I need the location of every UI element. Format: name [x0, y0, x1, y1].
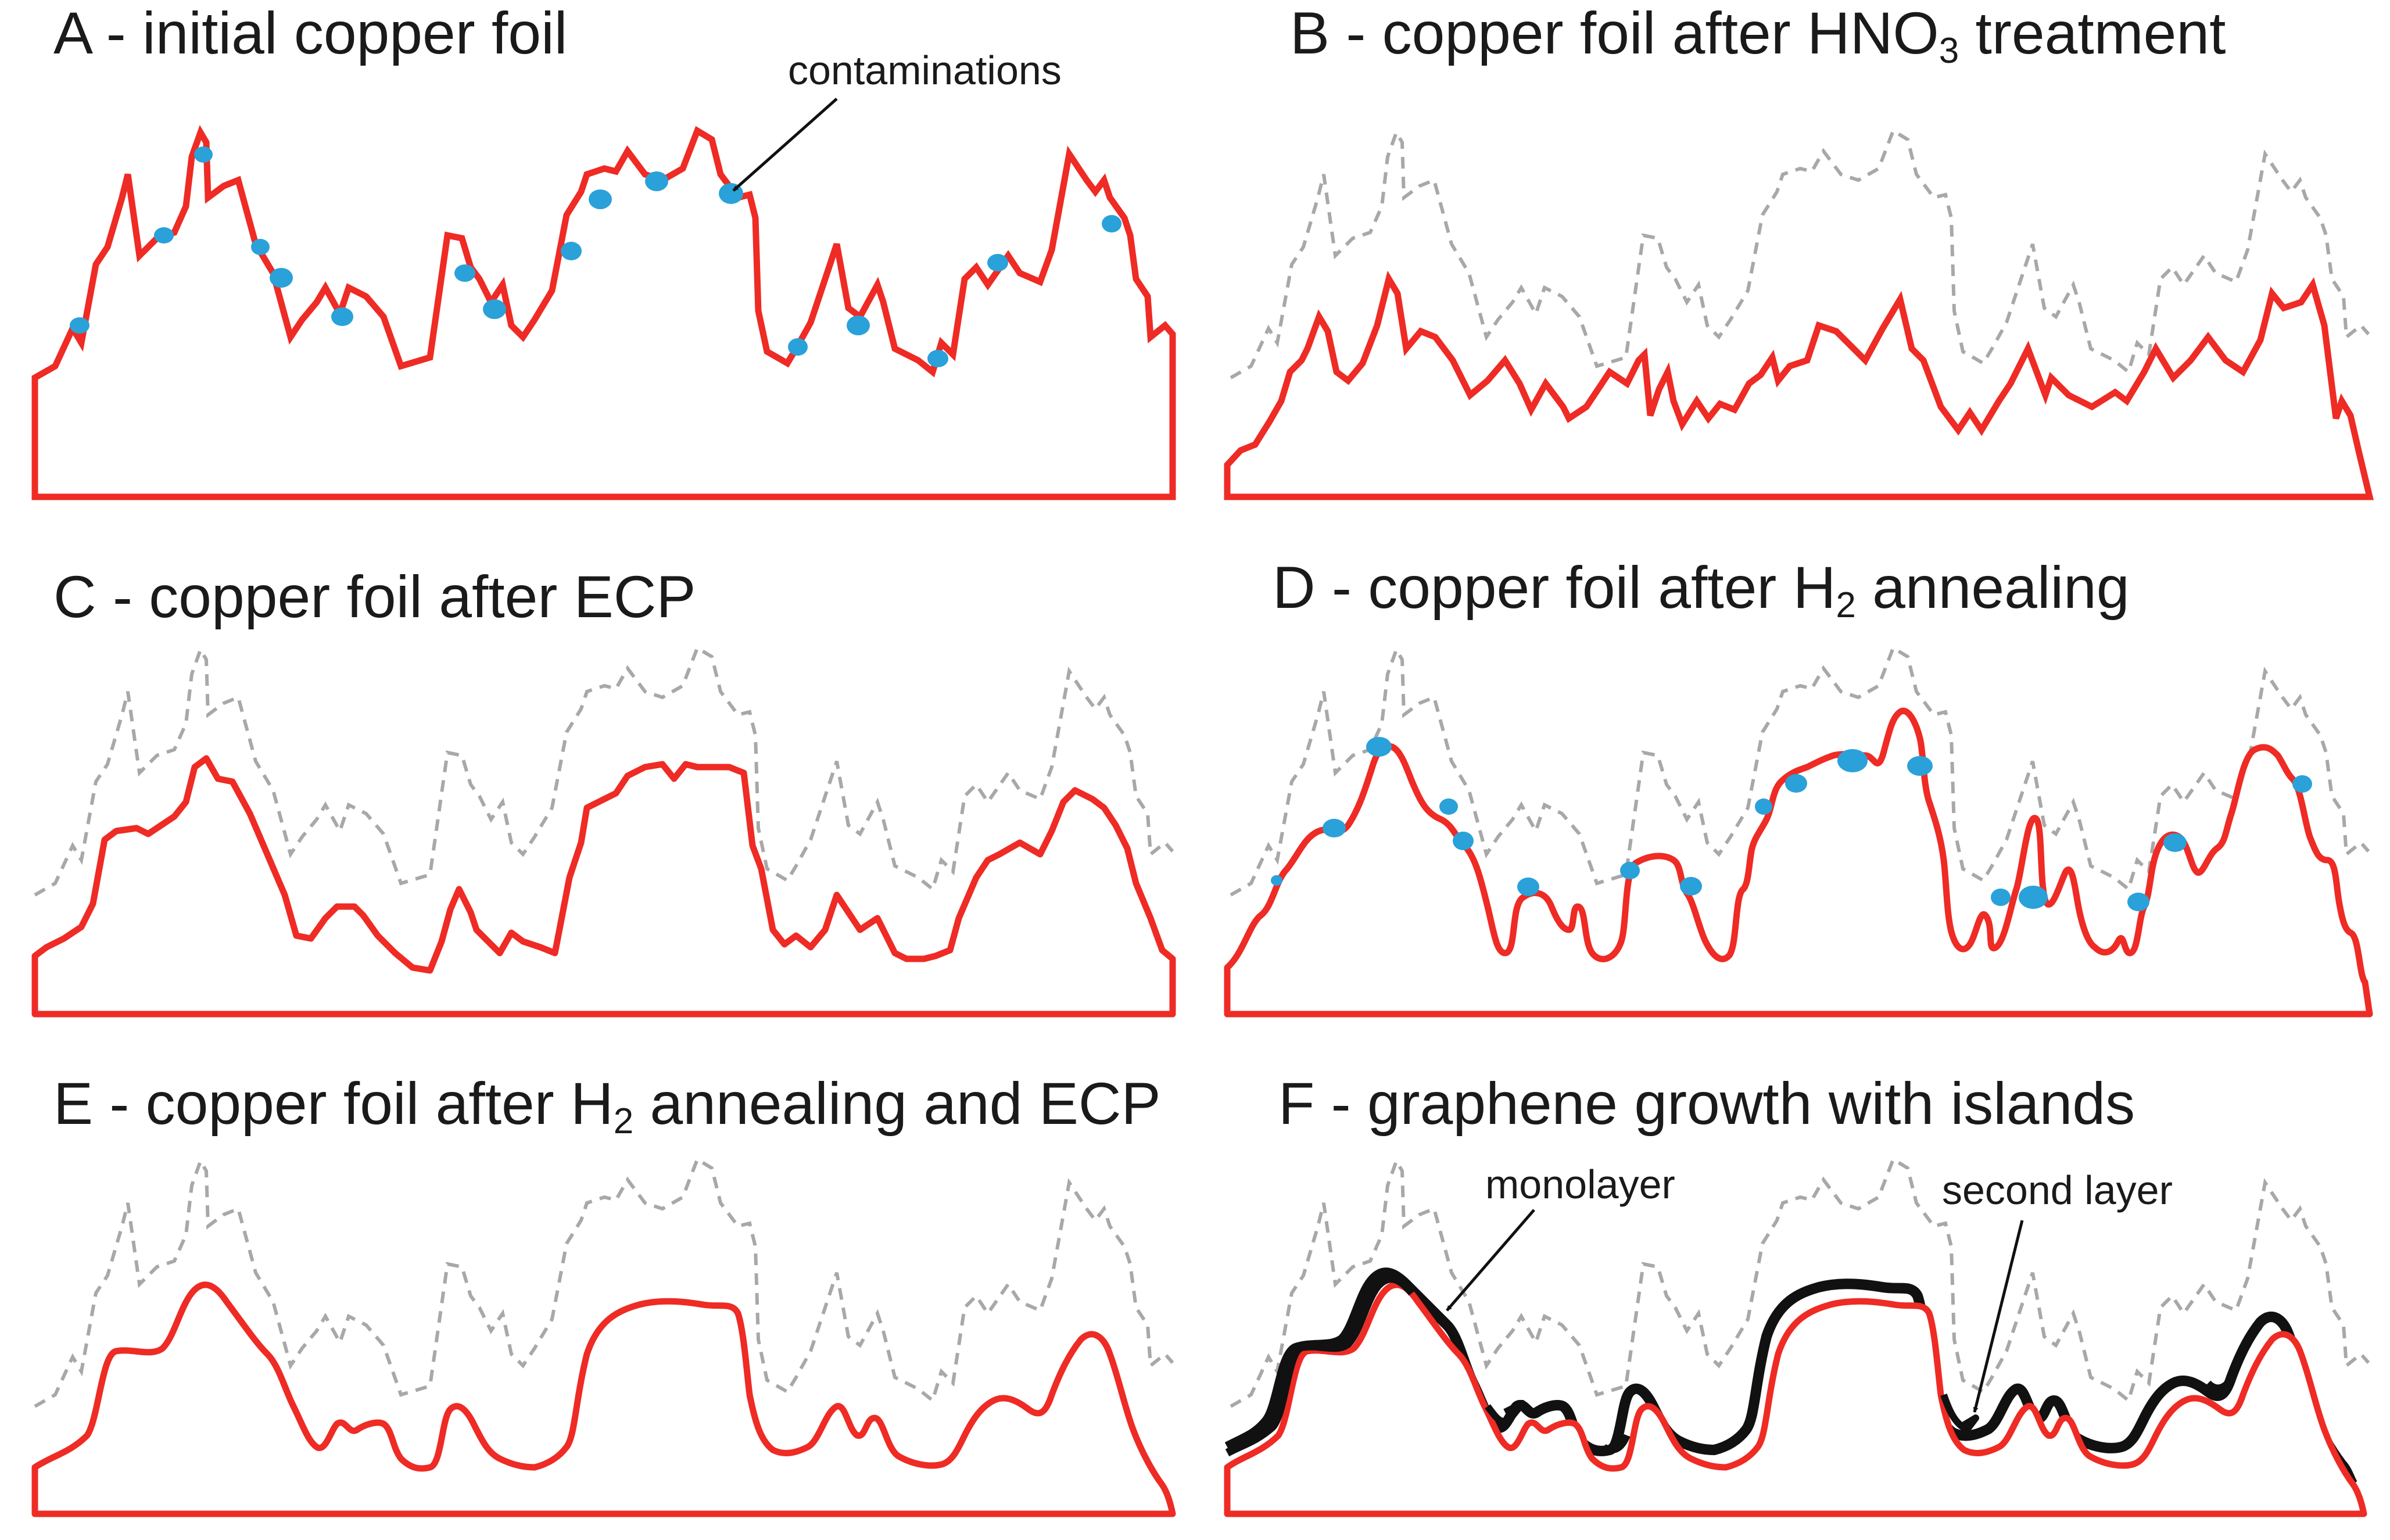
hno3-treated-copper-profile	[1224, 270, 2374, 500]
panel-d: D - copper foil after H2 annealing	[1224, 554, 2373, 1018]
graphene-monolayer-overlay	[1225, 1274, 1416, 1457]
panel-b: B - copper foil after HNO3 treatment	[1224, 0, 2374, 500]
panel-c-title: C - copper foil after ECP	[53, 564, 696, 630]
second-layer-arrow	[1973, 1220, 2024, 1413]
panel-f-title: F - graphene growth with islands	[1278, 1070, 2135, 1137]
panel-e: E - copper foil after H2 annealing and E…	[31, 1070, 1176, 1517]
reference-profile-dashed	[34, 645, 1174, 897]
h2-annealed-copper-profile	[1224, 707, 2373, 1018]
panel-f: F - graphene growth with islands monolay…	[1224, 1070, 2370, 1517]
reference-profile-dashed	[1230, 1156, 2370, 1408]
panel-e-title: E - copper foil after H2 annealing and E…	[53, 1070, 1161, 1141]
panel-c: C - copper foil after ECP	[31, 564, 1176, 1018]
contaminations-arrow	[732, 98, 838, 192]
panel-d-title: D - copper foil after H2 annealing	[1273, 554, 2130, 625]
monolayer-label: monolayer	[1485, 1162, 1675, 1207]
panel-b-title: B - copper foil after HNO3 treatment	[1290, 0, 2226, 71]
panel-a-title: A - initial copper foil	[53, 0, 567, 66]
panel-a: A - initial copper foil contaminations	[31, 0, 1176, 500]
reference-profile-dashed	[34, 1156, 1174, 1408]
contamination-particles	[1271, 737, 2312, 911]
contamination-particles	[70, 146, 1121, 367]
graphene-monolayer	[1224, 1267, 2358, 1489]
reference-profile-dashed	[1230, 128, 2370, 379]
graphene-copper-profile	[1224, 1281, 2367, 1517]
reference-profile-dashed	[1230, 645, 2370, 897]
ecp-copper-profile	[31, 755, 1176, 1018]
annealed-ecp-copper-profile	[31, 1281, 1176, 1517]
contaminations-label: contaminations	[788, 48, 1062, 93]
initial-copper-profile	[31, 125, 1176, 500]
second-layer-label: second layer	[1942, 1167, 2173, 1213]
graphene-second-layer-islands	[1485, 1372, 2238, 1453]
monolayer-arrow	[1446, 1209, 1535, 1312]
